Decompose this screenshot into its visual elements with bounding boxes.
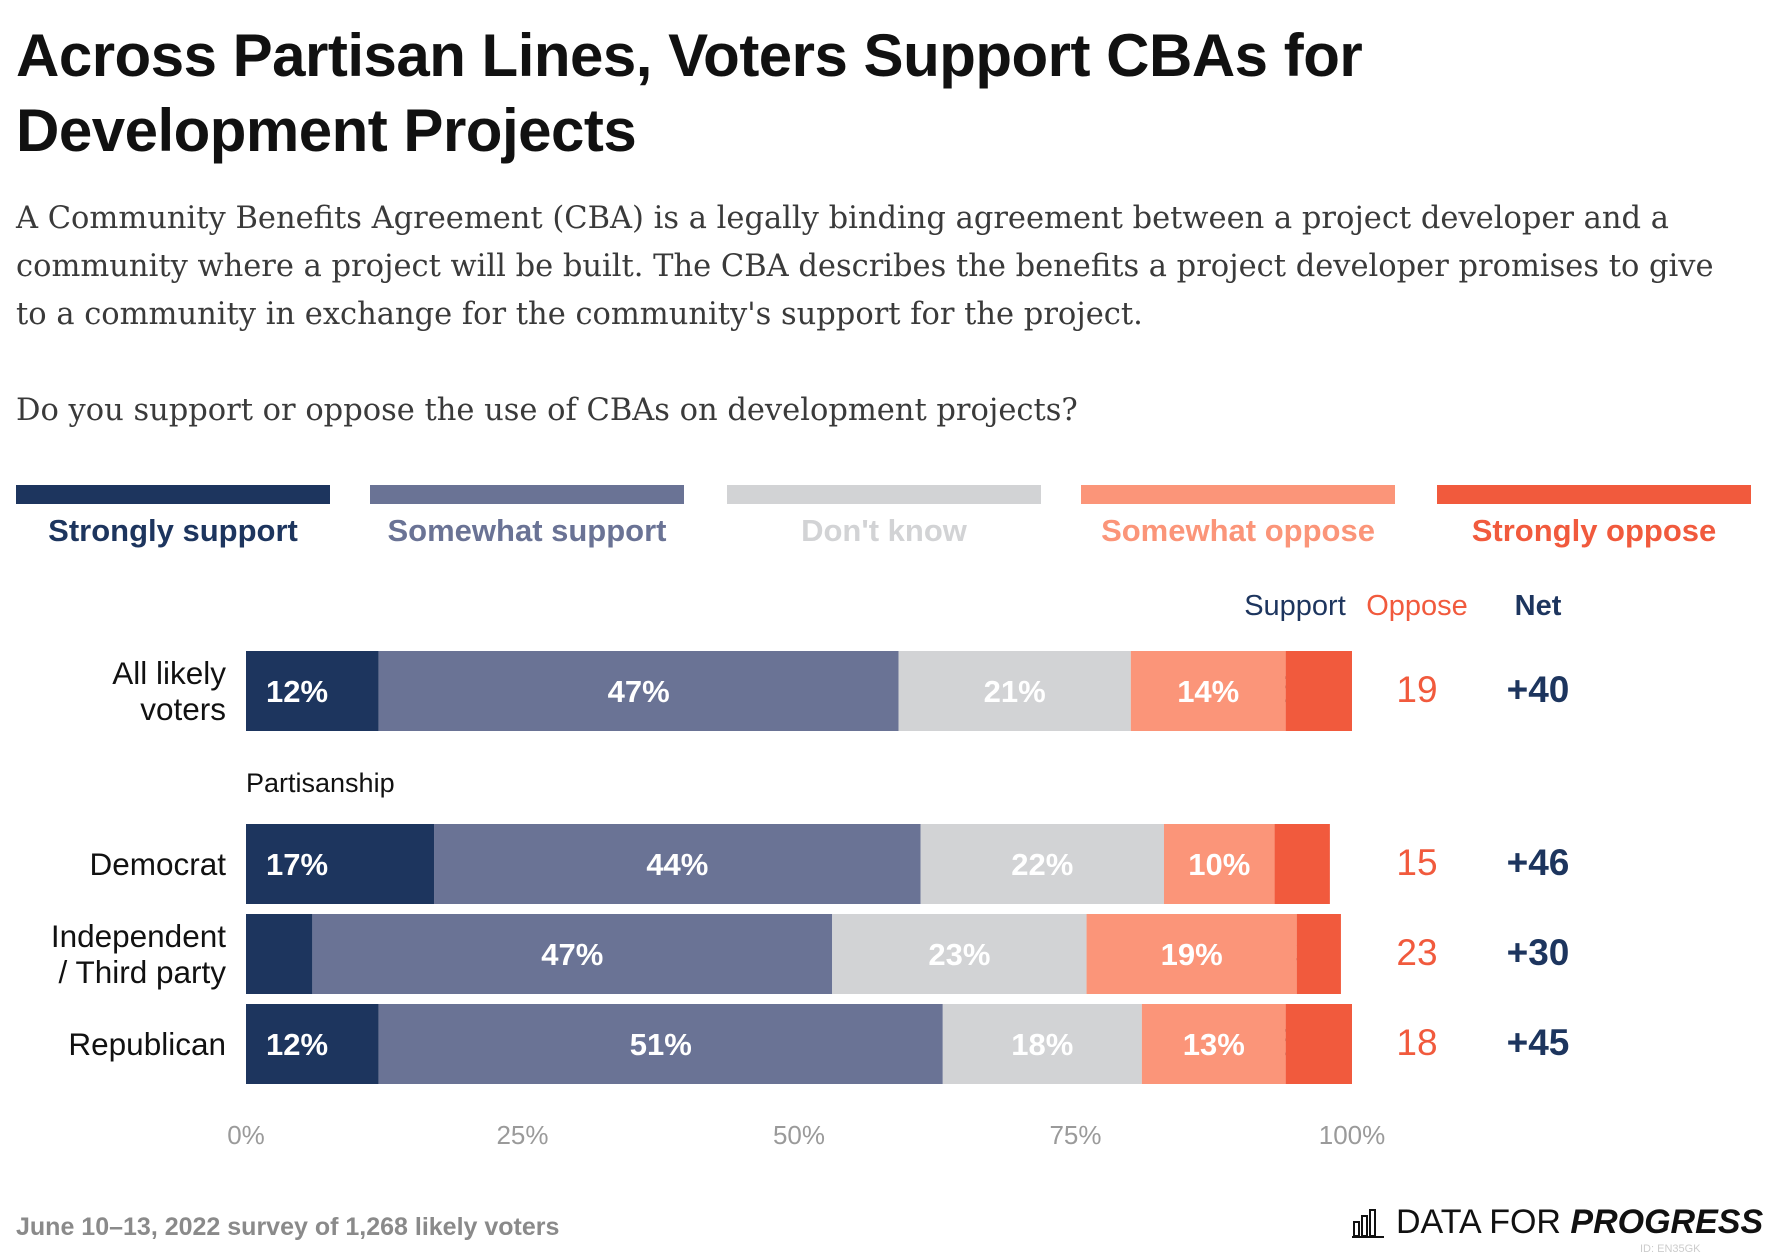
legend-swatch <box>1081 485 1395 504</box>
legend-item: Somewhat oppose <box>1081 485 1395 548</box>
bar-segment <box>1285 1004 1352 1084</box>
bar-segment <box>378 651 899 731</box>
bar-segment <box>246 824 435 904</box>
x-tick-label: 75% <box>1049 1120 1102 1150</box>
bar-segment <box>942 1004 1142 1084</box>
support-column-header: Support <box>1244 590 1346 622</box>
chart-title: Across Partisan Lines, Voters Support CB… <box>16 22 1363 164</box>
chart-id: ID: EN35GK <box>1640 1243 1701 1255</box>
legend-label: Strongly oppose <box>1471 513 1717 548</box>
bar-segment <box>246 1004 379 1084</box>
net-value: +40 <box>1506 669 1570 710</box>
bar-segment <box>1274 824 1330 904</box>
row-label: Democrat <box>89 846 226 882</box>
partisanship-group-label: Partisanship <box>246 768 395 798</box>
bar-segment <box>1086 914 1297 994</box>
oppose-value: 15 <box>1396 842 1438 883</box>
x-tick-label: 100% <box>1318 1120 1386 1150</box>
legend-swatch <box>16 485 330 504</box>
bar-segment <box>312 914 833 994</box>
bar-row: 12% 47% 21% 14% <box>246 651 1352 731</box>
survey-footnote: June 10–13, 2022 survey of 1,268 likely … <box>16 1213 560 1241</box>
legend-swatch <box>370 485 684 504</box>
bar-segment <box>434 824 921 904</box>
legend-label: Somewhat oppose <box>1101 513 1375 548</box>
legend-item: Somewhat support <box>370 485 684 548</box>
brand-strong: PROGRESS <box>1570 1202 1764 1241</box>
legend-label: Don't know <box>801 513 967 548</box>
segment-label: 13% <box>1183 1027 1245 1062</box>
net-value: +45 <box>1506 1022 1570 1063</box>
oppose-column-header: Oppose <box>1366 590 1468 622</box>
bar-row: 47% 23% 19% <box>246 914 1341 994</box>
segment-label: 17% <box>266 847 328 882</box>
bar-segment <box>920 824 1164 904</box>
oppose-value: 23 <box>1396 932 1438 973</box>
row-label: All likely voters <box>112 655 226 727</box>
legend-label: Strongly support <box>48 513 298 548</box>
bar-segment <box>1163 824 1275 904</box>
x-tick-label: 50% <box>772 1120 826 1150</box>
segment-label: 22% <box>1011 847 1073 882</box>
bar-segment <box>246 914 313 994</box>
segment-label: 12% <box>266 674 328 709</box>
brand-prefix: DATA FOR <box>1396 1202 1571 1241</box>
x-tick-label: 25% <box>496 1120 549 1150</box>
x-tick-label: 0% <box>227 1120 265 1150</box>
legend-label: Somewhat support <box>387 513 667 548</box>
oppose-value: 19 <box>1396 669 1438 710</box>
legend-item: Strongly oppose <box>1437 485 1751 548</box>
legend-swatch <box>1437 485 1751 504</box>
bar-chart-logo-icon <box>1352 1209 1384 1238</box>
oppose-value: 18 <box>1396 1022 1438 1063</box>
legend-item: Don't know <box>727 485 1041 548</box>
net-column-header: Net <box>1514 590 1562 622</box>
bar-segment <box>1285 651 1352 731</box>
legend-swatch <box>727 485 1041 504</box>
bar-segment <box>246 651 379 731</box>
bar-segment <box>1296 914 1341 994</box>
segment-label: 12% <box>266 1027 328 1062</box>
segment-label: 14% <box>1177 674 1239 709</box>
segment-label: 23% <box>928 937 990 972</box>
bar-segment <box>378 1004 943 1084</box>
legend-item: Strongly support <box>16 485 330 548</box>
chart-subtitle: A Community Benefits Agreement (CBA) is … <box>16 201 1714 428</box>
segment-label: 21% <box>984 674 1046 709</box>
net-value: +46 <box>1506 842 1570 883</box>
segment-label: 51% <box>630 1027 692 1062</box>
bar-row: 12% 51% 18% 13% <box>246 1004 1352 1084</box>
segment-label: 47% <box>608 674 670 709</box>
segment-label: 19% <box>1161 937 1223 972</box>
bar-segment <box>1141 1004 1286 1084</box>
net-value: +30 <box>1506 932 1570 973</box>
bar-row: 17% 44% 22% 10% <box>246 824 1330 904</box>
bar-segment <box>832 914 1087 994</box>
row-label: Republican <box>68 1026 226 1062</box>
segment-label: 44% <box>646 847 708 882</box>
row-label: Independent / Third party <box>50 918 226 990</box>
brand-logo: DATA FOR PROGRESS <box>1352 1200 1763 1244</box>
segment-label: 18% <box>1011 1027 1073 1062</box>
segment-label: 10% <box>1188 847 1250 882</box>
bar-segment <box>1130 651 1286 731</box>
segment-label: 47% <box>541 937 603 972</box>
bar-segment <box>898 651 1131 731</box>
